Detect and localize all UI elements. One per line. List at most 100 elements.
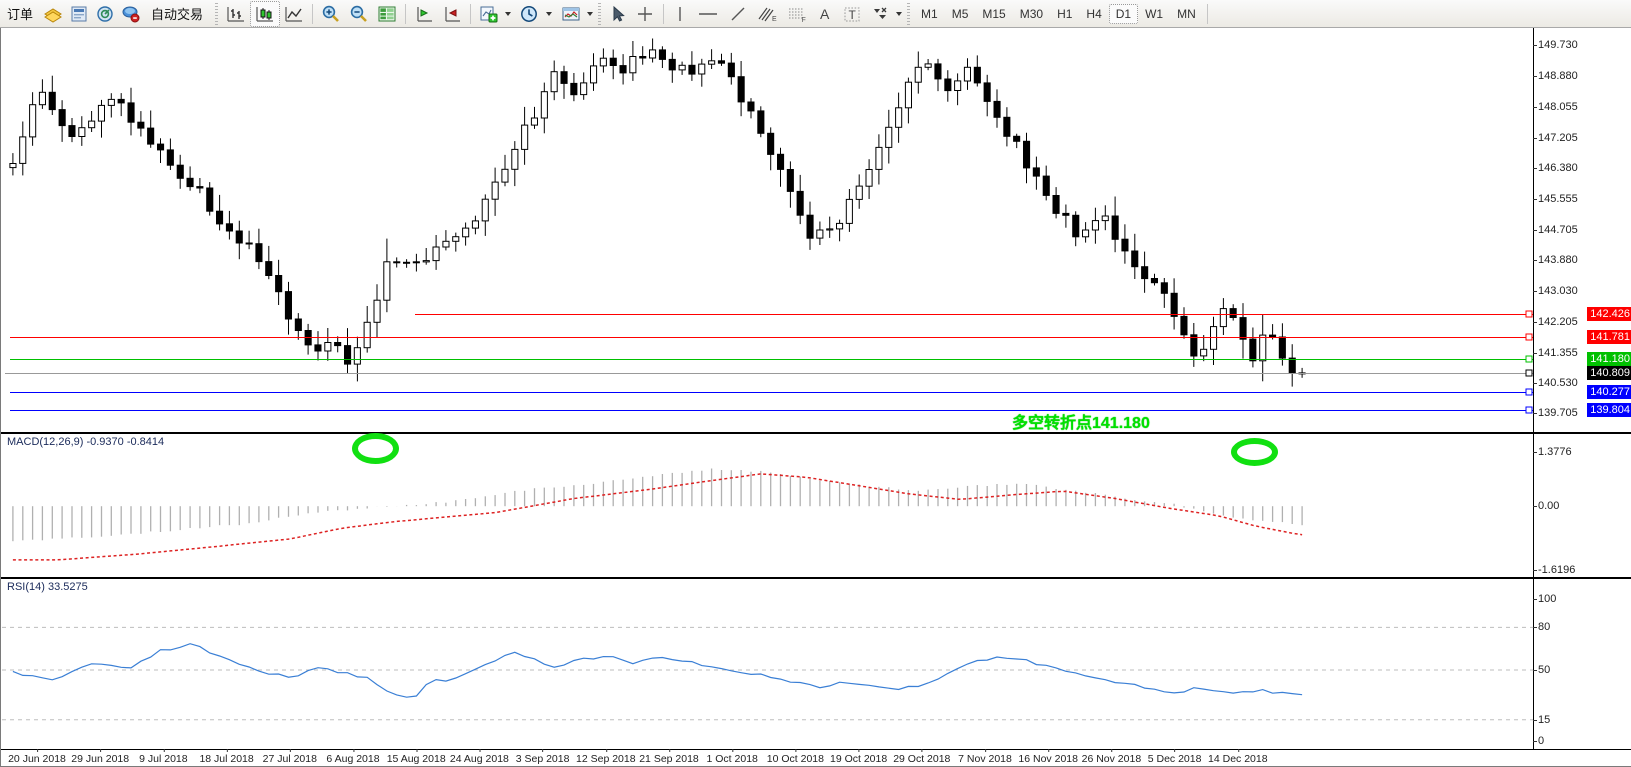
price-tick: 148.055 xyxy=(1538,101,1578,113)
level-label-current-bid: 140.809 xyxy=(1587,366,1631,380)
text-label-icon[interactable]: A xyxy=(812,1,838,27)
cursor-icon[interactable] xyxy=(605,1,631,27)
radar-icon[interactable] xyxy=(92,1,118,27)
zoom-in-icon[interactable] xyxy=(317,1,345,27)
price-pane[interactable]: 149.730 148.880 148.055 147.205 146.380 145.5… xyxy=(2,28,1631,432)
equidistant-channel-icon[interactable]: E xyxy=(752,1,782,27)
level-handle-resistance-1[interactable] xyxy=(1526,310,1533,317)
vline-icon[interactable] xyxy=(668,1,692,27)
chart-window: GBPJPY-,Daily 141.924 142.093 140.565 14… xyxy=(0,28,1631,767)
svg-text:T: T xyxy=(849,8,857,22)
shift-end-icon[interactable] xyxy=(438,1,466,27)
add-indicator-icon[interactable] xyxy=(475,1,503,27)
timeframe-h1[interactable]: H1 xyxy=(1050,4,1079,24)
level-line-support-2[interactable] xyxy=(10,410,1533,411)
level-handle-current-bid[interactable] xyxy=(1526,369,1533,376)
level-handle-resistance-2[interactable] xyxy=(1526,334,1533,341)
toolbar-divider-5 xyxy=(1207,4,1208,24)
macd-tick: -1.6196 xyxy=(1538,564,1575,576)
timeframe-d1[interactable]: D1 xyxy=(1109,4,1138,24)
macd-tick: 0.00 xyxy=(1538,500,1559,512)
time-tick: 19 Oct 2018 xyxy=(830,753,887,765)
text-icon[interactable]: T xyxy=(838,1,866,27)
timeframe-m1[interactable]: M1 xyxy=(914,4,945,24)
bid-line xyxy=(5,373,1533,374)
timeframe-w1[interactable]: W1 xyxy=(1138,4,1170,24)
objects-chevron-down-icon[interactable] xyxy=(896,12,902,16)
level-label-support-1: 140.277 xyxy=(1587,385,1631,399)
toolbar-grip-1[interactable] xyxy=(213,3,219,25)
candlestick-icon[interactable] xyxy=(250,1,280,27)
level-line-resistance-1[interactable] xyxy=(415,314,1533,315)
price-tick: 140.530 xyxy=(1538,377,1578,389)
time-tick: 18 Jul 2018 xyxy=(199,753,253,765)
news-icon[interactable] xyxy=(66,1,92,27)
time-tick: 29 Jun 2018 xyxy=(71,753,129,765)
main-toolbar: 订单 自动交易 xyxy=(0,0,1631,28)
price-tick: 146.380 xyxy=(1538,162,1578,174)
line-chart-icon[interactable] xyxy=(280,1,308,27)
macd-axis[interactable]: 1.3776 0.00 -1.6196 xyxy=(1533,434,1631,577)
trendline-icon[interactable] xyxy=(724,1,752,27)
timeframe-m30[interactable]: M30 xyxy=(1013,4,1050,24)
macd-tick: 1.3776 xyxy=(1538,446,1572,458)
hline-icon[interactable] xyxy=(692,1,724,27)
time-tick: 6 Aug 2018 xyxy=(326,753,379,765)
period-icon[interactable] xyxy=(516,1,544,27)
time-tick: 26 Nov 2018 xyxy=(1082,753,1142,765)
bar-chart-icon[interactable] xyxy=(222,1,250,27)
macd-pane[interactable]: MACD(12,26,9) -0.9370 -0.8414 1.3776 0.00… xyxy=(2,434,1631,577)
toolbar-grip-3[interactable] xyxy=(905,3,911,25)
rsi-axis[interactable]: 100 80 50 15 0 xyxy=(1533,579,1631,749)
level-handle-pivot[interactable] xyxy=(1526,356,1533,363)
rsi-tick: 15 xyxy=(1538,714,1550,726)
timeframe-h4[interactable]: H4 xyxy=(1079,4,1108,24)
crosshair-icon[interactable] xyxy=(631,1,659,27)
rsi-pane[interactable]: RSI(14) 33.5275 100 80 50 15 0 xyxy=(2,579,1631,749)
autotrade-button[interactable]: 自动交易 xyxy=(144,1,210,27)
timeframe-m15[interactable]: M15 xyxy=(975,4,1012,24)
timeframe-mn[interactable]: MN xyxy=(1170,4,1203,24)
templates-chevron-down-icon[interactable] xyxy=(587,12,593,16)
macd-label: MACD(12,26,9) -0.9370 -0.8414 xyxy=(7,436,164,448)
time-tick: 16 Nov 2018 xyxy=(1018,753,1078,765)
add-indicator-chevron-down-icon[interactable] xyxy=(505,12,511,16)
level-label-support-2: 139.804 xyxy=(1587,403,1631,417)
shift-start-icon[interactable] xyxy=(410,1,438,27)
price-tick: 141.355 xyxy=(1538,347,1578,359)
time-tick: 7 Nov 2018 xyxy=(958,753,1012,765)
rsi-tick: 100 xyxy=(1538,593,1556,605)
period-chevron-down-icon[interactable] xyxy=(546,12,552,16)
stack-icon[interactable] xyxy=(40,1,66,27)
level-handle-support-1[interactable] xyxy=(1526,389,1533,396)
time-tick: 15 Aug 2018 xyxy=(387,753,446,765)
templates-icon[interactable] xyxy=(557,1,585,27)
time-tick: 12 Sep 2018 xyxy=(576,753,636,765)
level-label-resistance-2: 141.781 xyxy=(1587,330,1631,344)
data-window-icon[interactable] xyxy=(373,1,401,27)
timeframe-m5[interactable]: M5 xyxy=(945,4,976,24)
time-tick: 9 Jul 2018 xyxy=(139,753,187,765)
level-line-resistance-2[interactable] xyxy=(10,337,1533,338)
time-tick: 21 Sep 2018 xyxy=(639,753,699,765)
zoom-out-icon[interactable] xyxy=(345,1,373,27)
price-tick: 142.205 xyxy=(1538,316,1578,328)
objects-icon[interactable] xyxy=(866,1,894,27)
autotrade-label: 自动交易 xyxy=(147,4,207,23)
level-handle-support-2[interactable] xyxy=(1526,406,1533,413)
time-axis[interactable]: 20 Jun 2018 29 Jun 2018 9 Jul 2018 18 Jul 2… xyxy=(1,749,1631,766)
candlestick-plot xyxy=(2,28,1533,432)
price-tick: 143.030 xyxy=(1538,285,1578,297)
level-line-pivot[interactable] xyxy=(10,359,1533,360)
rsi-tick: 80 xyxy=(1538,621,1550,633)
time-tick: 20 Jun 2018 xyxy=(8,753,66,765)
autotrade-icon[interactable] xyxy=(118,1,144,27)
fibonacci-icon[interactable]: F xyxy=(782,1,812,27)
rsi-tick: 50 xyxy=(1538,664,1550,676)
highlight-ellipse-left xyxy=(352,433,399,464)
level-line-support-1[interactable] xyxy=(10,392,1533,393)
toolbar-divider-4 xyxy=(663,4,664,24)
toolbar-grip-2[interactable] xyxy=(596,3,602,25)
level-label-resistance-1: 142.426 xyxy=(1587,307,1631,321)
new-order-button[interactable]: 订单 xyxy=(0,1,40,27)
